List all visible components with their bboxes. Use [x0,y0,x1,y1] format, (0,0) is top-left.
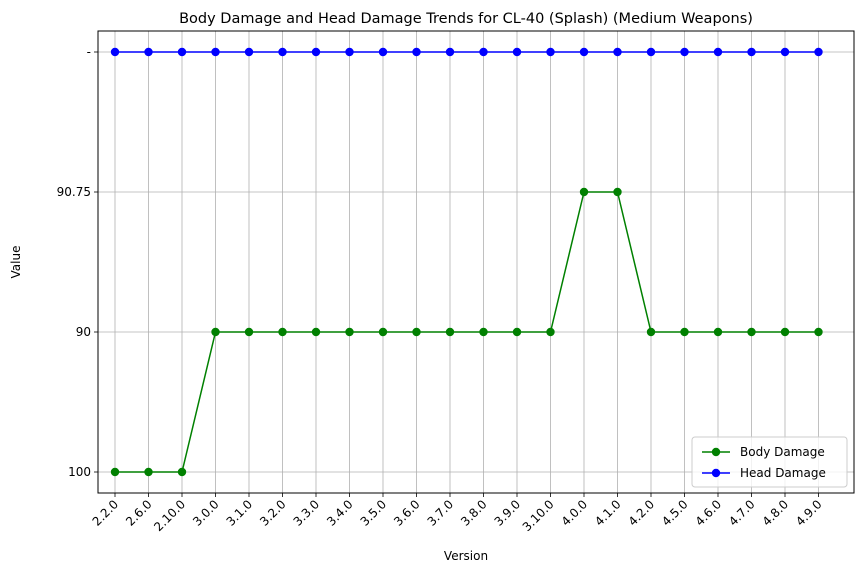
data-point [512,327,522,337]
data-point [110,47,120,57]
data-point [311,47,321,57]
series-line [115,191,819,473]
series-head-damage [110,47,823,57]
data-point [378,47,388,57]
data-point [278,47,287,57]
x-axis-label: Version [444,549,488,563]
data-point [211,47,220,57]
data-point [713,47,723,57]
data-point [177,47,187,57]
plot-frame [97,30,855,494]
y-tick-label: - [87,45,91,59]
legend-label: Head Damage [740,466,826,480]
data-point [613,47,622,57]
legend-box [691,436,848,488]
data-point [244,47,254,57]
y-tick-label: 90 [76,325,91,339]
data-point [479,327,488,337]
series-body-damage [110,187,823,477]
data-point [646,327,656,337]
data-point [512,47,522,57]
data-point [479,47,488,57]
y-axis-label: Value [9,246,23,279]
data-point [747,327,756,337]
data-point [646,47,656,57]
data-point [814,47,823,57]
data-point [579,47,589,57]
series-layer [110,47,823,477]
data-point [412,327,421,337]
data-point [412,47,421,57]
data-point [814,327,823,337]
data-point [278,327,287,337]
data-point [378,327,388,337]
legend-marker [711,468,721,478]
data-point [110,467,120,477]
data-point [780,327,790,337]
data-point [345,47,354,57]
data-point [244,327,254,337]
data-point [445,327,455,337]
data-point [144,467,153,477]
y-axis-ticks: 100 90 90.75 - [57,45,98,479]
data-point [144,47,153,57]
legend: Body Damage Head Damage [691,436,848,488]
y-tick-label: 100 [68,465,91,479]
data-point [311,327,321,337]
y-tick-label: 90.75 [57,185,91,199]
data-point [680,327,689,337]
data-point [211,327,220,337]
data-point [613,187,622,197]
data-point [579,187,589,197]
data-point [747,47,756,57]
data-point [177,467,187,477]
data-point [445,47,455,57]
data-point [680,47,689,57]
legend-marker [711,447,721,457]
data-point [345,327,354,337]
data-point [780,47,790,57]
chart-title: Body Damage and Head Damage Trends for C… [179,11,753,27]
data-point [546,47,555,57]
legend-label: Body Damage [740,445,825,459]
data-point [546,327,555,337]
data-point [713,327,723,337]
